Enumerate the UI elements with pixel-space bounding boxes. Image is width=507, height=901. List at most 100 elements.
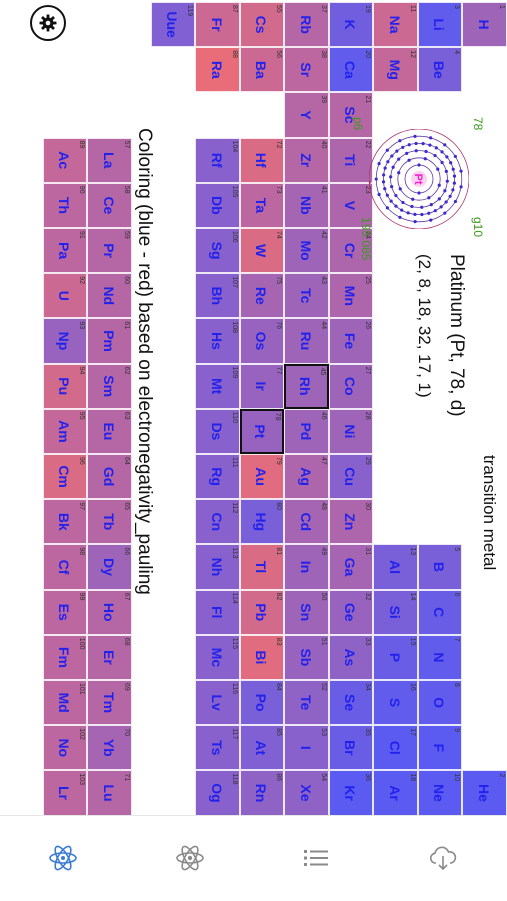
tab-atom-active[interactable] <box>43 838 83 878</box>
tab-atom[interactable] <box>170 838 210 878</box>
tab-download[interactable] <box>423 838 463 878</box>
tab-list[interactable] <box>296 838 336 878</box>
settings-button[interactable] <box>30 5 66 41</box>
